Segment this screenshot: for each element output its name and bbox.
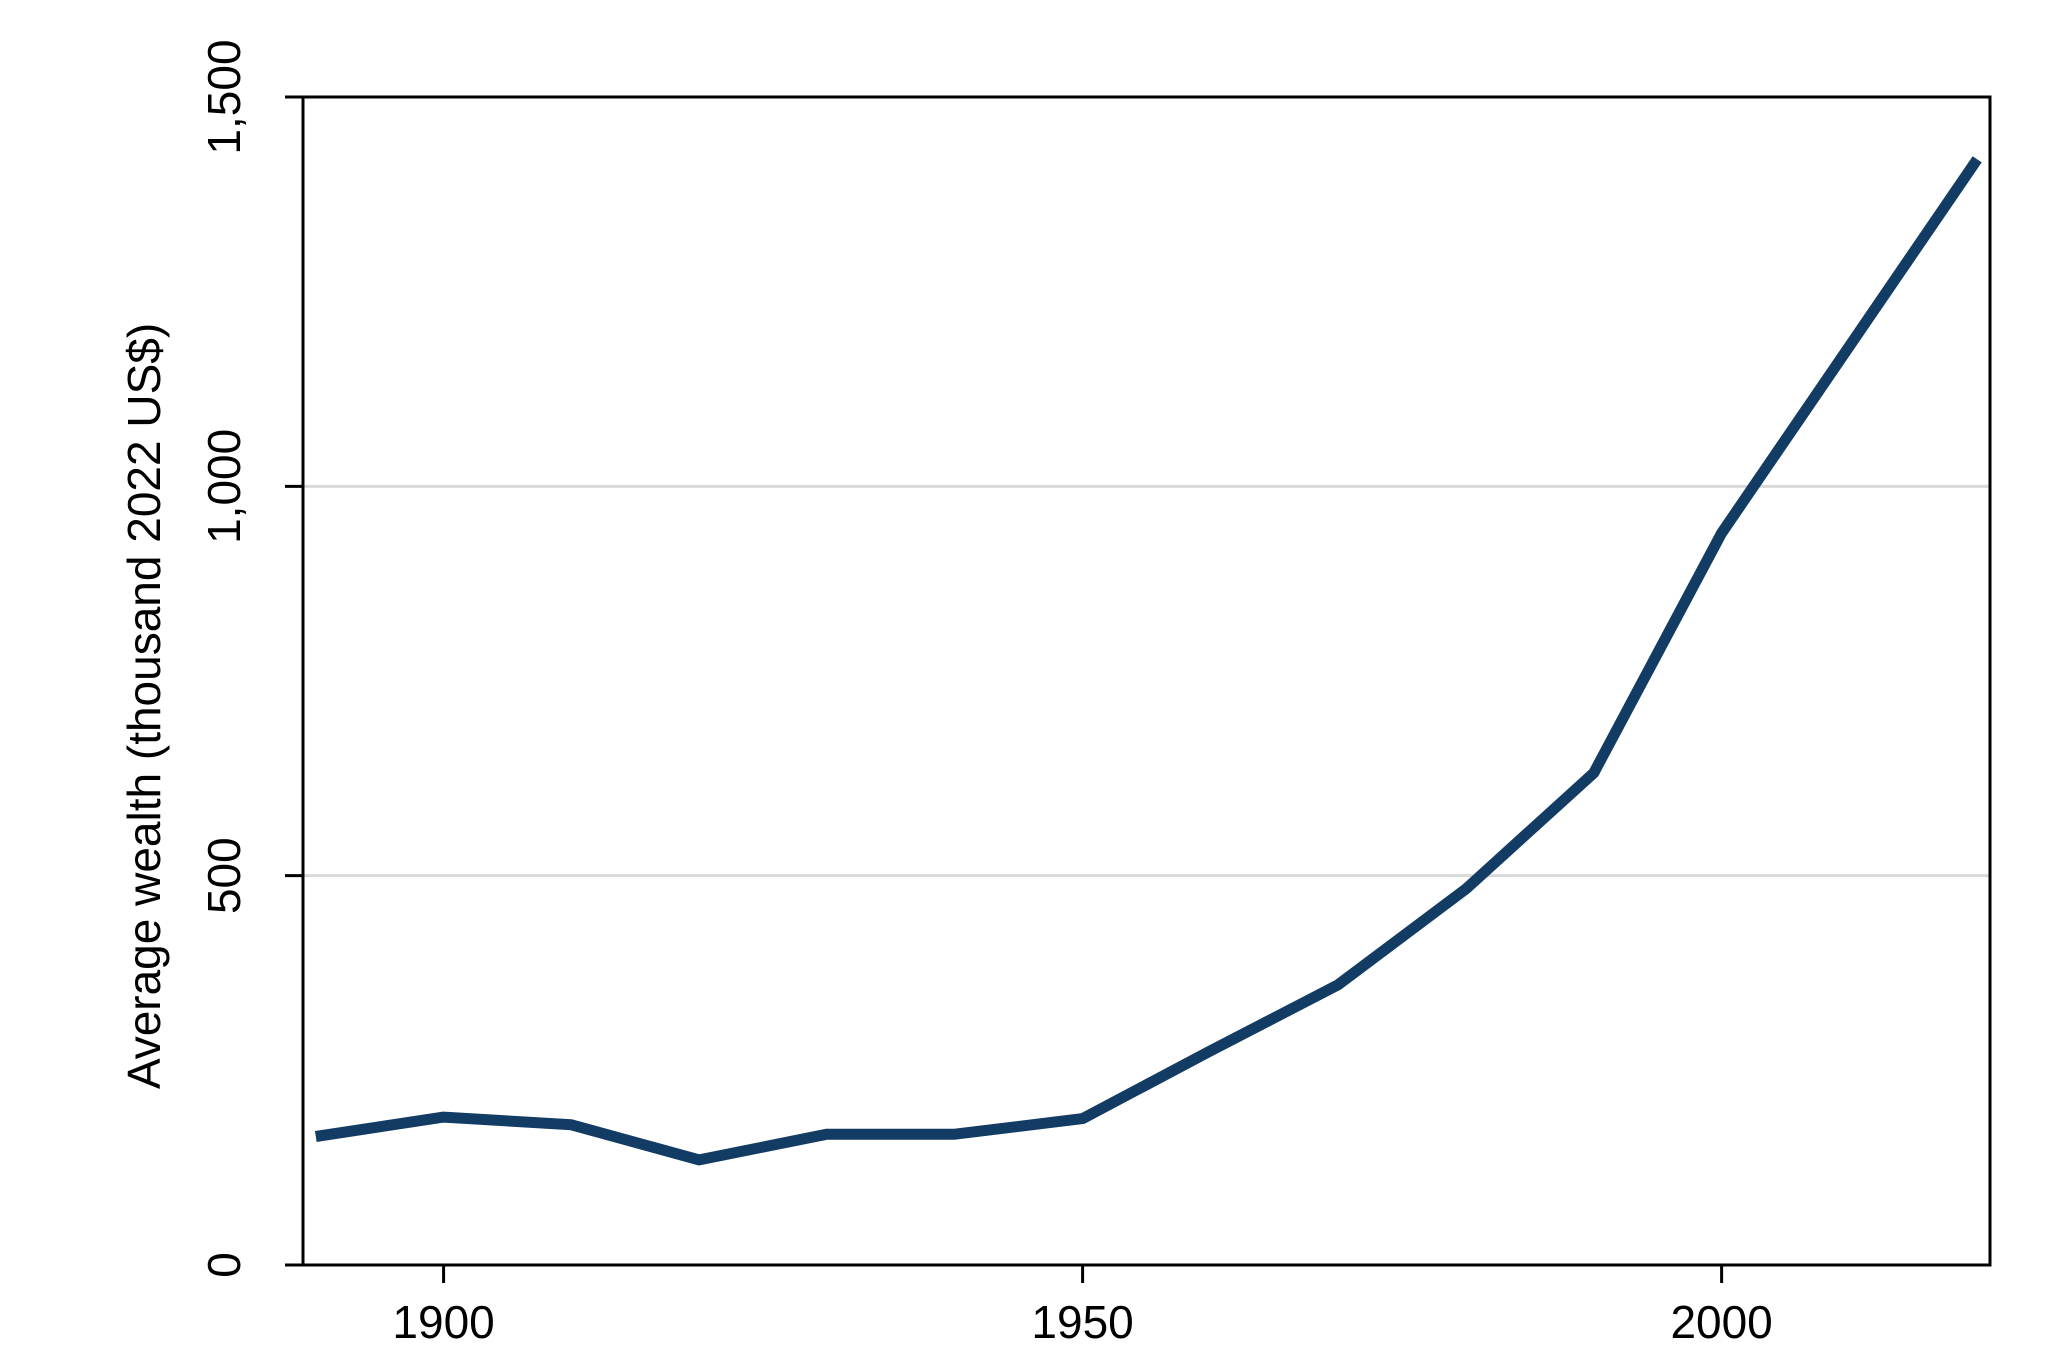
y-tick-label-500: 500 — [198, 837, 250, 914]
gridlines — [303, 484, 1990, 878]
series-line-average-wealth — [314, 156, 1982, 1166]
plot-frame — [301, 95, 1992, 1267]
y-axis-title: Average wealth (thousand 2022 US$) — [118, 323, 170, 1089]
y-tick-label-0: 0 — [198, 1252, 250, 1278]
x-tick-label-1900: 1900 — [392, 1296, 494, 1348]
x-axis-ticks — [442, 1265, 1724, 1283]
y-axis-ticks — [285, 95, 303, 1267]
y-tick-label-1000: 1,000 — [198, 429, 250, 544]
y-axis-tick-labels: 0 500 1,000 1,500 — [198, 39, 250, 1277]
x-tick-label-1950: 1950 — [1031, 1296, 1133, 1348]
x-tick-label-2000: 2000 — [1670, 1296, 1772, 1348]
y-tick-label-1500: 1,500 — [198, 39, 250, 154]
x-axis-tick-labels: 1900 1950 2000 — [392, 1296, 1772, 1348]
